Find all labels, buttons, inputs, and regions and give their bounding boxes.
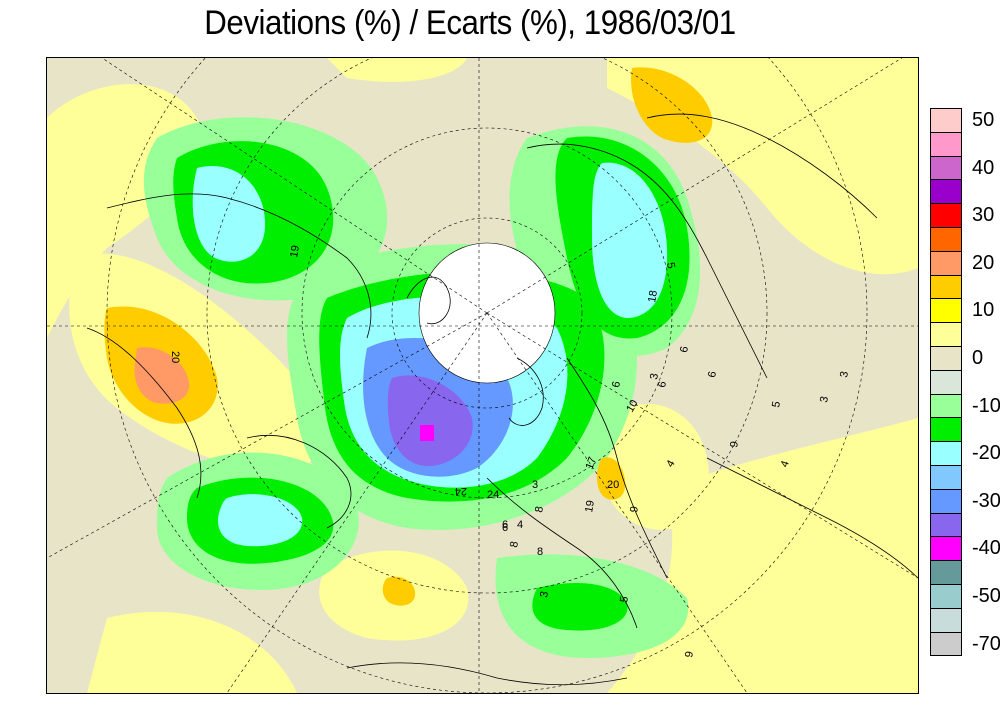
contour-label: 6 — [656, 380, 669, 388]
contour-label: 20 — [607, 479, 619, 491]
legend-label: -10 — [972, 394, 1000, 417]
legend-label: -70 — [972, 632, 1000, 655]
map-panel: 19 20 5 18 6 6 6 3 10 17 20 9 19 9 4 4 3… — [46, 57, 919, 694]
legend-swatch — [930, 155, 962, 181]
legend-label: -50 — [972, 585, 1000, 607]
legend-swatch — [930, 631, 962, 657]
contour-label: 8 — [508, 540, 521, 548]
contour-label: 3 — [538, 590, 551, 598]
contour-label: 3 — [838, 370, 851, 378]
legend-swatch — [930, 369, 962, 395]
legend-swatch — [930, 488, 962, 514]
map-title: Deviations (%) / Ecarts (%), 1986/03/01 — [204, 4, 736, 42]
legend-swatch — [930, 322, 962, 347]
contour-label: 5 — [664, 261, 677, 269]
contour-label: 9 — [683, 650, 696, 658]
deviation-map: 19 20 5 18 6 6 6 3 10 17 20 9 19 9 4 4 3… — [47, 58, 918, 693]
legend-swatch — [930, 131, 962, 157]
contour-label: 9 — [728, 440, 741, 448]
legend-label: -30 — [972, 489, 1000, 512]
legend-label: 30 — [972, 204, 995, 227]
legend-swatch — [930, 607, 962, 633]
contour-label: 6 — [678, 345, 691, 353]
contour-label: 4 — [664, 458, 677, 469]
legend-swatch — [930, 512, 962, 538]
legend-swatch — [930, 346, 962, 371]
legend-swatch — [930, 274, 962, 300]
contour-label: 8 — [533, 505, 546, 513]
contour-label: 6 — [706, 370, 719, 378]
legend-label: -40 — [972, 537, 1000, 560]
contour-label: 5 — [770, 400, 783, 408]
legend-swatch — [930, 298, 962, 324]
contour-label: 8 — [537, 546, 543, 558]
legend-swatch — [930, 203, 962, 228]
contour-label: 6 — [502, 519, 508, 531]
legend-swatch — [930, 179, 962, 205]
legend-label: 40 — [972, 156, 995, 179]
legend-swatch — [930, 417, 962, 443]
contour-label: 6 — [610, 380, 623, 388]
contour-label: 5 — [618, 595, 631, 603]
legend-label: 20 — [972, 251, 995, 274]
contour-label: 19 — [288, 244, 302, 258]
contour-label: 9 — [628, 505, 641, 513]
legend-label: 50 — [972, 109, 995, 131]
legend-label: 0 — [972, 347, 984, 369]
contour-label: 4 — [517, 519, 523, 531]
contour-label: 24 — [487, 489, 499, 501]
contour-label: 10 — [624, 398, 641, 415]
legend-label: 10 — [972, 299, 995, 322]
contour-label: 3 — [532, 479, 538, 491]
contour-label: 3 — [648, 372, 661, 380]
contour-label: 17 — [584, 455, 599, 471]
legend-swatch — [930, 536, 962, 562]
contour-label: 20 — [169, 351, 181, 363]
legend-label: -20 — [972, 442, 1000, 465]
legend-swatch — [930, 465, 962, 490]
legend-swatch — [930, 108, 962, 133]
contour-label: 18 — [646, 289, 660, 303]
legend-swatch — [930, 227, 962, 252]
legend-swatch — [930, 584, 962, 609]
legend-swatch — [930, 250, 962, 276]
contour-label: 19 — [583, 499, 597, 513]
contour-label: 4 — [779, 459, 792, 469]
legend-swatch — [930, 560, 962, 585]
contour-label: 3 — [818, 395, 831, 403]
contour-label: 6 — [502, 522, 508, 534]
legend-swatch — [930, 393, 962, 419]
legend-swatch — [930, 441, 962, 466]
contour-label: 24 — [455, 485, 467, 497]
